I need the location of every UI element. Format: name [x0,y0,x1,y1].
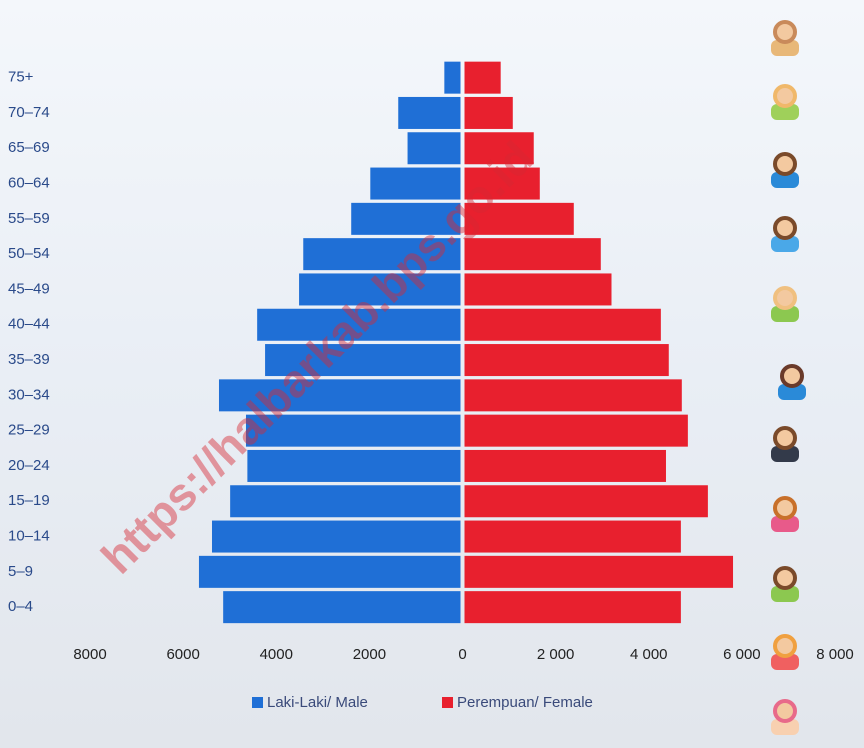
icon-body [771,306,799,322]
icon-head [773,152,797,176]
bar [464,414,688,447]
legend-swatch [442,697,453,708]
icon-head [773,699,797,723]
y-tick-label: 25–29 [8,422,50,439]
plot: 8000 6000 4000 2000 0 2 000 4 000 6 000 8 000 75+… [8,61,854,711]
y-tick-label: 40–44 [8,316,50,333]
x-tick-label: 2000 [353,646,386,663]
x-tick-label: 4000 [260,646,293,663]
bar [464,379,682,412]
bar [351,202,461,235]
icon-body [771,586,799,602]
icon-head [773,84,797,108]
y-tick-label: 50–54 [8,245,50,262]
y-tick-label: 60–64 [8,175,50,192]
icon-head [773,496,797,520]
legend-label: Perempuan/ Female [457,694,593,711]
bar [464,273,612,306]
icon-head [773,566,797,590]
bar [299,273,461,306]
x-tick-label: 2 000 [537,646,575,663]
bar [464,520,681,553]
bar [464,61,501,94]
y-tick-label: 45–49 [8,280,50,297]
y-tick-label: 15–19 [8,492,50,509]
bar [464,238,601,271]
bar [444,61,461,94]
bar [198,555,461,588]
icon-head [773,634,797,658]
bar [223,591,461,624]
y-tick-label: 10–14 [8,528,50,545]
y-tick-label: 35–39 [8,351,50,368]
bar [257,308,461,341]
icon-body [771,654,799,670]
age-icons [771,20,806,735]
bar [464,202,574,235]
x-tick-label: 0 [458,646,466,663]
x-tick-label: 6 000 [723,646,761,663]
legend-swatch [252,697,263,708]
icon-head [773,20,797,44]
y-tick-label: 75+ [8,69,34,86]
y-tick-label: 0–4 [8,598,33,615]
bar [303,238,461,271]
y-tick-label: 20–24 [8,457,50,474]
icon-body [778,384,806,400]
bar [265,344,461,377]
icon-body [771,446,799,462]
bar [464,449,666,482]
icon-body [771,172,799,188]
icon-head [780,364,804,388]
x-tick-label: 6000 [166,646,199,663]
bar [464,308,661,341]
legend-label: Laki-Laki/ Male [267,694,368,711]
icon-head [773,426,797,450]
icon-body [771,516,799,532]
icon-body [771,236,799,252]
bar [247,449,461,482]
bar [464,555,734,588]
bar [218,379,461,412]
y-tick-label: 70–74 [8,104,50,121]
icon-body [771,719,799,735]
bar [407,132,461,165]
icon-head [773,216,797,240]
y-tick-label: 5–9 [8,563,33,580]
bar [464,96,513,129]
bar [464,132,534,165]
bar [464,591,681,624]
y-tick-label: 30–34 [8,386,50,403]
y-tick-label: 55–59 [8,210,50,227]
bar [464,167,540,200]
bar [370,167,461,200]
bar [211,520,461,553]
bar [245,414,461,447]
bar [464,485,708,518]
bar [398,96,461,129]
icon-body [771,40,799,56]
icon-head [773,286,797,310]
icon-body [771,104,799,120]
bar [230,485,461,518]
bar [464,344,669,377]
x-tick-label: 8000 [73,646,106,663]
x-tick-label: 8 000 [816,646,854,663]
x-tick-label: 4 000 [630,646,668,663]
y-tick-label: 65–69 [8,139,50,156]
